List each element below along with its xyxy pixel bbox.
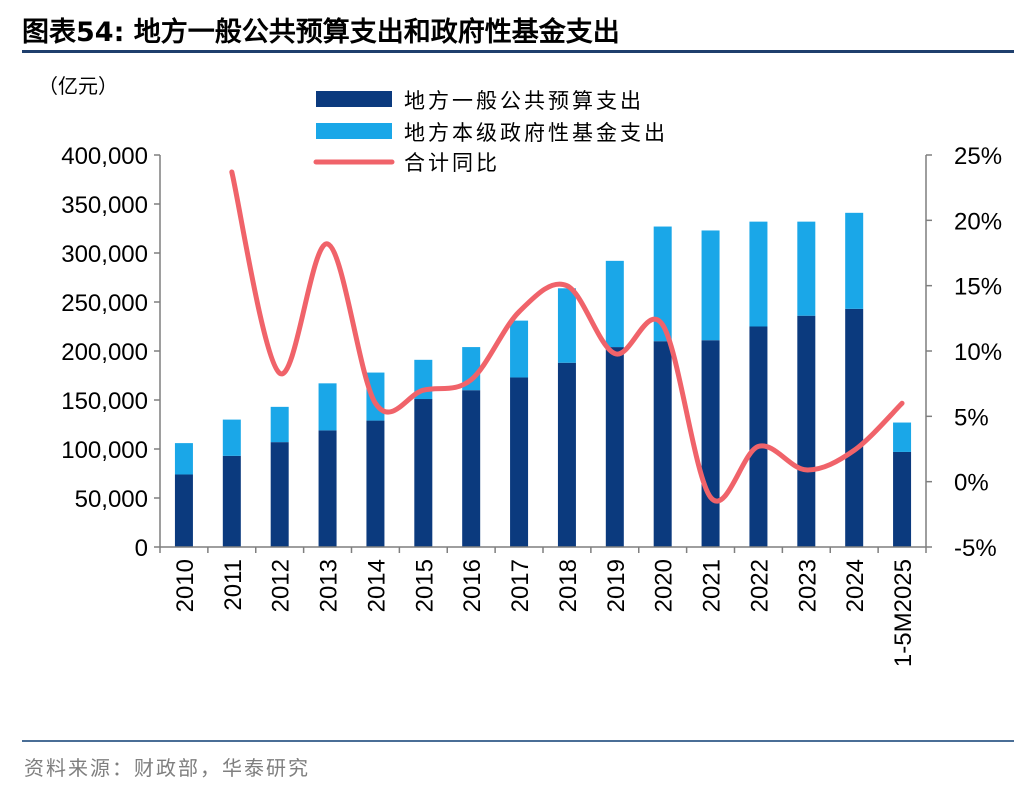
- bar-general-budget-1-5m2025: [893, 451, 912, 547]
- right-axis-tick-label: 0%: [954, 470, 989, 497]
- bar-general-budget-2010: [174, 474, 193, 547]
- right-axis-tick-label: 25%: [954, 143, 1002, 170]
- bar-general-budget-2015: [414, 399, 433, 547]
- right-axis-tick-label: -5%: [954, 535, 997, 562]
- bar-fund-2019: [605, 260, 624, 348]
- x-axis-tick-label-1-5m2025: 1-5M2025: [890, 559, 917, 667]
- axes-group: 0 50,000 100,000 150,000 200,000 250,000 300,0…: [61, 143, 1002, 667]
- x-axis-tick-label-2023: 2023: [794, 559, 821, 612]
- x-axis-tick-label-2014: 2014: [363, 559, 390, 612]
- x-axis-tick-label-2011: 2011: [220, 559, 247, 611]
- chart-title: 图表54: 地方一般公共预算支出和政府性基金支出: [22, 17, 620, 48]
- bar-fund-2017: [510, 320, 529, 378]
- x-axis-tick-label-2013: 2013: [316, 559, 343, 612]
- bar-fund-2011: [222, 419, 241, 456]
- left-axis-tick-label: 300,000: [61, 241, 148, 268]
- x-axis-tick-label-2015: 2015: [411, 559, 438, 612]
- bar-fund-1-5m2025: [893, 422, 912, 452]
- footer-divider: [22, 740, 1014, 742]
- bar-general-budget-2022: [749, 326, 768, 547]
- source-note: 资料来源：财政部，华泰研究: [24, 756, 310, 780]
- bars-group: [174, 212, 912, 547]
- bar-general-budget-2023: [797, 315, 816, 547]
- right-axis-tick-label: 15%: [954, 274, 1002, 301]
- left-axis-tick-label: 100,000: [61, 437, 148, 464]
- bar-general-budget-2019: [605, 347, 624, 547]
- left-axis-tick-label: 200,000: [61, 339, 148, 366]
- x-axis-tick-label-2024: 2024: [842, 559, 869, 612]
- legend-label-yoy: 合计同比: [404, 151, 500, 175]
- chart-canvas: （亿元） 0 50,000 100,000 150,000 200,000 250,000…: [38, 74, 1002, 667]
- bar-fund-2014: [366, 372, 385, 421]
- x-axis-tick-label-2021: 2021: [699, 559, 726, 612]
- legend-swatch-general-budget: [316, 91, 392, 107]
- left-axis-tick-label: 350,000: [61, 192, 148, 219]
- bar-general-budget-2013: [318, 430, 337, 547]
- left-axis-unit: （亿元）: [38, 74, 118, 98]
- left-axis-tick-label: 50,000: [75, 486, 148, 513]
- left-axis-tick-label: 150,000: [61, 388, 148, 415]
- x-axis-tick-label-2018: 2018: [555, 559, 582, 612]
- x-axis-tick-label-2022: 2022: [746, 559, 773, 612]
- x-axis-tick-label-2016: 2016: [459, 559, 486, 612]
- x-axis-tick-label-2019: 2019: [603, 559, 630, 612]
- left-axis-tick-label: 250,000: [61, 290, 148, 317]
- bar-fund-2018: [557, 288, 576, 363]
- bar-general-budget-2018: [557, 362, 576, 547]
- x-axis-tick-label-2020: 2020: [651, 559, 678, 612]
- right-axis-tick-label: 10%: [954, 339, 1002, 366]
- yoy-line-group: [229, 169, 905, 504]
- bar-fund-2013: [318, 383, 337, 431]
- x-axis-tick-label-2012: 2012: [268, 559, 295, 612]
- left-axis-tick-label: 400,000: [61, 143, 148, 170]
- bar-general-budget-2017: [510, 377, 529, 547]
- bar-fund-2023: [797, 221, 816, 316]
- legend-swatch-fund: [316, 123, 392, 139]
- bar-general-budget-2011: [222, 455, 241, 547]
- bar-fund-2012: [270, 406, 289, 443]
- bar-general-budget-2021: [701, 340, 720, 547]
- bar-general-budget-2024: [845, 308, 864, 547]
- bar-general-budget-2016: [462, 390, 481, 547]
- right-axis-tick-label: 5%: [954, 404, 989, 431]
- bar-general-budget-2012: [270, 442, 289, 547]
- left-axis-tick-label: 0: [135, 535, 148, 562]
- x-axis-tick-label-2010: 2010: [172, 559, 199, 612]
- bar-fund-2016: [462, 347, 481, 391]
- bar-fund-2021: [701, 230, 720, 341]
- bar-fund-2010: [174, 443, 193, 475]
- x-axis-tick-label-2017: 2017: [507, 559, 534, 612]
- legend: 地方一般公共预算支出 地方本级政府性基金支出 合计同比: [313, 89, 668, 175]
- bar-fund-2022: [749, 221, 768, 327]
- bar-fund-2020: [653, 226, 672, 342]
- title-divider: [22, 50, 1014, 53]
- bar-fund-2024: [845, 212, 864, 309]
- legend-label-general-budget: 地方一般公共预算支出: [404, 89, 644, 113]
- bar-general-budget-2014: [366, 420, 385, 547]
- legend-label-fund: 地方本级政府性基金支出: [404, 121, 668, 145]
- yoy-line: [229, 169, 905, 504]
- bar-general-budget-2020: [653, 341, 672, 547]
- right-axis-tick-label: 20%: [954, 208, 1002, 235]
